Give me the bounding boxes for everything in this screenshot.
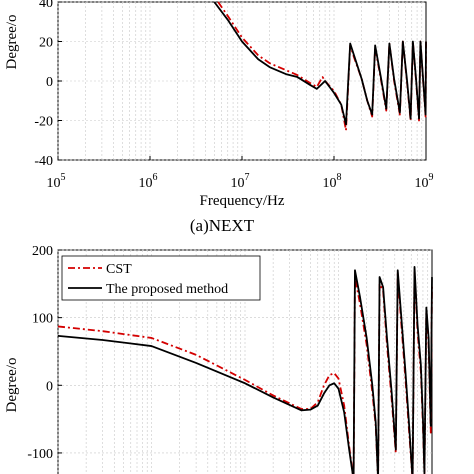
y-tick-label: 20	[39, 36, 53, 51]
series-line-the-proposed-method	[57, 266, 433, 474]
x-tick-label: 105	[47, 172, 66, 191]
chart-b-ylabel: Degree/o	[4, 358, 20, 413]
y-tick-label: -100	[27, 447, 53, 462]
chart-b-ticks: -100 0 100 200	[27, 244, 62, 462]
chart-a-ylabel: Degree/o	[4, 15, 20, 70]
y-tick-label: 100	[32, 312, 53, 327]
chart-b-legend: CST The proposed method	[61, 255, 261, 301]
chart-a-series	[213, 1, 427, 132]
x-tick-label: 107	[231, 172, 250, 191]
chart-a-xlabel: Frequency/Hz	[200, 193, 285, 209]
y-tick-label: 40	[39, 0, 53, 11]
x-tick-label: 108	[323, 172, 342, 191]
y-tick-label: -20	[34, 115, 53, 130]
chart-a-caption: (a)NEXT	[190, 216, 255, 235]
x-tick-label: 106	[139, 172, 158, 191]
chart-b: -100 0 100 200 Degree/o CST The proposed me…	[4, 244, 433, 474]
series-line-1	[213, 1, 427, 126]
y-tick-label: 0	[46, 379, 53, 394]
y-tick-label: 0	[46, 75, 53, 90]
chart-a: -40 -20 0 20 40 105 106 107 108 109 Degree/o Freq…	[4, 0, 434, 235]
x-tick-label: 109	[415, 172, 434, 191]
chart-a-ticks: -40 -20 0 20 40 105 106 107 108 109	[34, 0, 433, 191]
chart-b-series	[57, 266, 433, 474]
legend-label-proposed: The proposed method	[106, 282, 228, 297]
legend-label-cst: CST	[106, 262, 132, 277]
y-tick-label: -40	[34, 154, 53, 169]
y-tick-label: 200	[32, 244, 53, 259]
legend-box	[61, 255, 261, 301]
